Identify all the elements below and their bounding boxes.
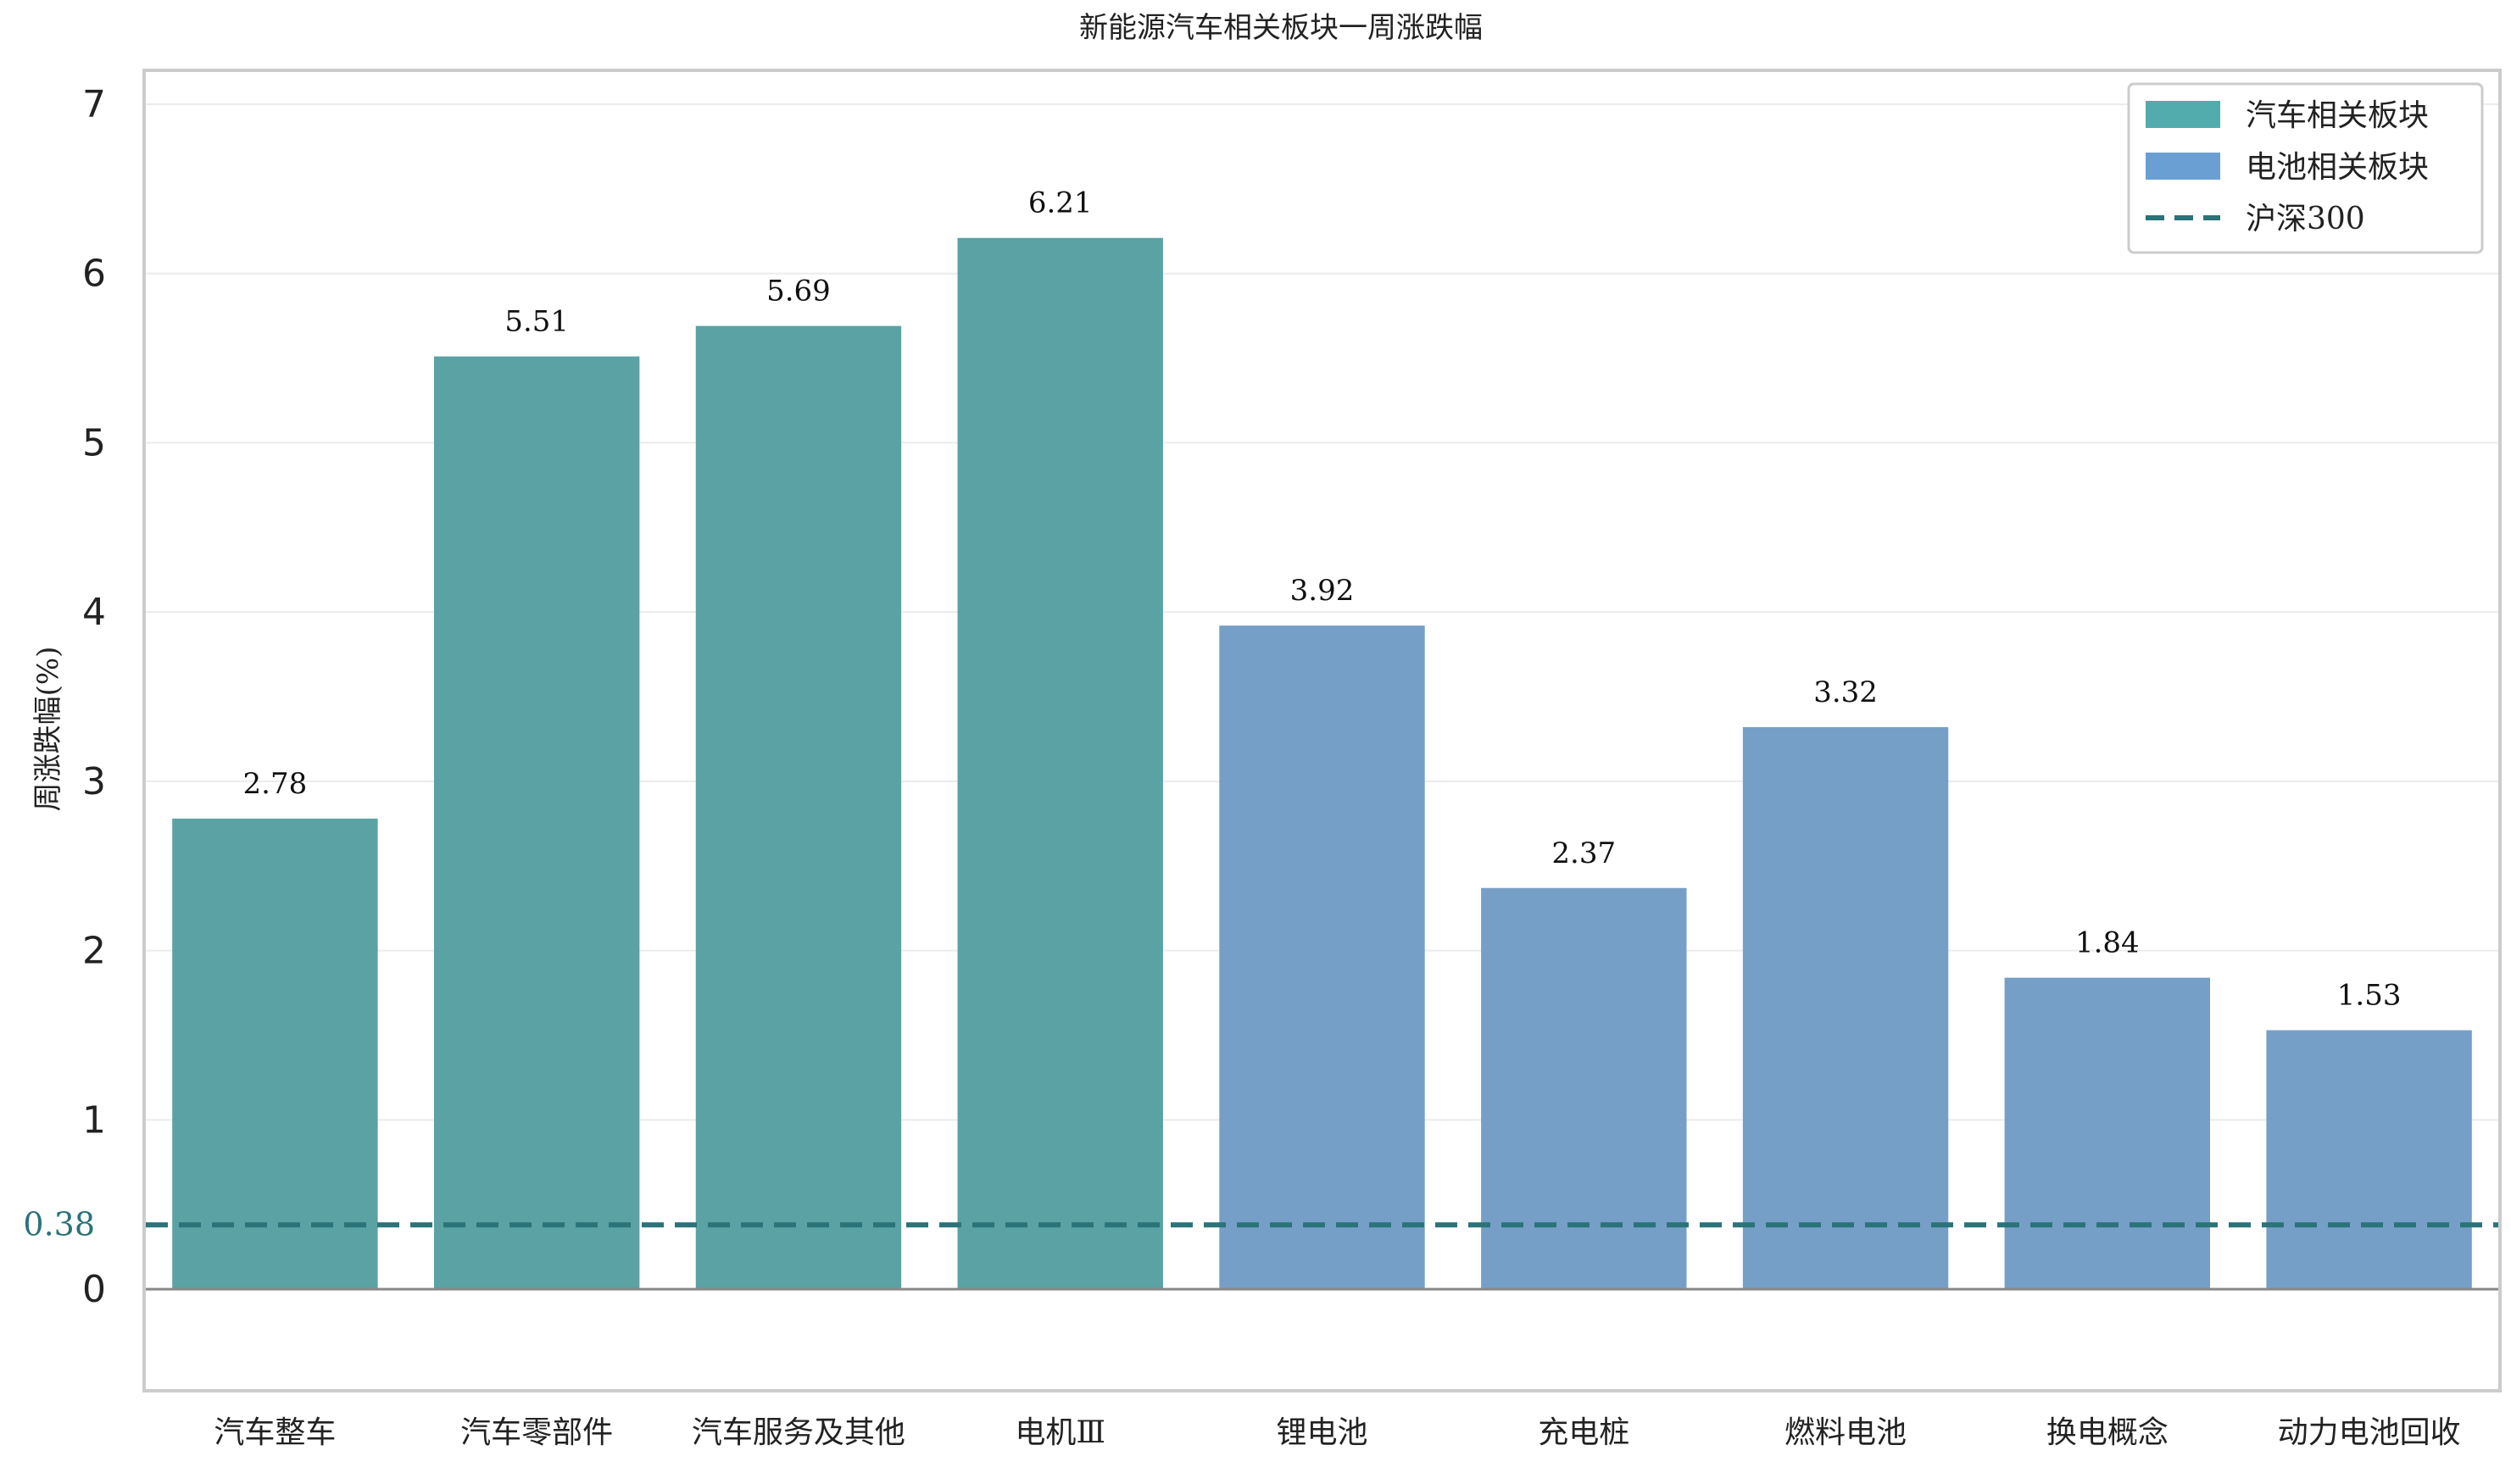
reference-line-group: 0.38 [23, 1205, 2498, 1242]
y-axis-label: 周涨跌幅(%) [31, 647, 65, 812]
y-tick-label: 2 [82, 930, 106, 973]
x-axis: 汽车整车 汽车零部件 汽车服务及其他 电机Ⅲ 锂电池 充电桩 燃料电池 换电概念 动力电池回收 [214, 1415, 2460, 1450]
bar-1 [172, 818, 378, 1290]
legend-swatch [2146, 153, 2220, 180]
legend-label: 汽车相关板块 [2246, 98, 2429, 133]
legend-swatch [2146, 101, 2220, 128]
data-label: 5.51 [504, 305, 569, 339]
bars: 2.78 5.51 5.69 6.21 3.92 2.37 3.32 1.84 1.53 [146, 186, 2498, 1291]
y-tick-label: 4 [82, 591, 106, 634]
x-tick-label: 汽车服务及其他 [692, 1415, 905, 1450]
x-tick-label: 汽车零部件 [460, 1415, 613, 1450]
bar-3 [695, 325, 902, 1290]
bar-2 [433, 356, 640, 1290]
x-tick-label: 锂电池 [1276, 1415, 1367, 1450]
y-tick-label: 7 [82, 83, 106, 126]
y-axis: 0 1 2 3 4 5 6 7 [82, 83, 106, 1311]
legend-label: 电池相关板块 [2246, 150, 2429, 185]
plot-frame [142, 69, 2502, 1392]
data-label: 1.84 [2075, 926, 2140, 960]
reference-line-label: 0.38 [23, 1205, 95, 1242]
chart-title: 新能源汽车相关板块一周涨跌幅 [1079, 11, 1483, 45]
x-tick-label: 燃料电池 [1784, 1415, 1907, 1450]
data-label: 2.37 [1551, 836, 1616, 870]
y-tick-label: 1 [82, 1098, 106, 1142]
x-tick-label: 汽车整车 [214, 1415, 336, 1450]
data-label: 6.21 [1028, 186, 1093, 220]
bar-9 [2266, 1030, 2472, 1290]
y-tick-label: 5 [82, 421, 106, 464]
bar-7 [1742, 727, 1949, 1290]
x-tick-label: 动力电池回收 [2278, 1415, 2461, 1450]
y-tick-label: 3 [82, 760, 106, 803]
data-label: 3.32 [1813, 675, 1878, 709]
data-label: 5.69 [766, 275, 831, 308]
bar-5 [1219, 625, 1425, 1290]
x-tick-label: 充电桩 [1538, 1415, 1629, 1450]
data-label: 1.53 [2337, 979, 2402, 1013]
x-tick-label: 换电概念 [2046, 1415, 2169, 1450]
y-tick-label: 0 [82, 1268, 106, 1311]
data-label: 2.78 [243, 767, 308, 801]
x-tick-label: 电机Ⅲ [1015, 1415, 1105, 1450]
legend-label: 沪深300 [2246, 202, 2365, 236]
bar-4 [957, 237, 1163, 1290]
data-label: 3.92 [1290, 574, 1355, 608]
bar-6 [1481, 887, 1687, 1290]
bar-8 [2004, 977, 2211, 1290]
y-tick-label: 6 [82, 253, 106, 296]
